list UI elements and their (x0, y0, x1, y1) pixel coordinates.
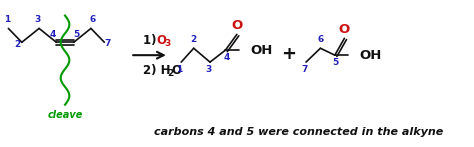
Text: 6: 6 (317, 35, 324, 44)
Text: 4: 4 (223, 53, 229, 62)
Text: O: O (172, 64, 182, 77)
Text: O: O (231, 19, 243, 32)
Text: OH: OH (360, 49, 382, 62)
Text: carbons 4 and 5 were connected in the alkyne: carbons 4 and 5 were connected in the al… (154, 127, 443, 137)
Text: 2: 2 (191, 35, 197, 44)
Text: 5: 5 (333, 58, 339, 67)
Text: cleave: cleave (47, 110, 82, 120)
Text: OH: OH (250, 44, 273, 57)
Text: O: O (156, 34, 166, 47)
Text: 2) H: 2) H (143, 64, 170, 77)
Text: 5: 5 (73, 30, 80, 39)
Text: +: + (281, 45, 296, 63)
Text: 2: 2 (167, 69, 173, 77)
Text: 3: 3 (205, 65, 211, 74)
Text: 4: 4 (49, 30, 56, 39)
Text: 1: 1 (176, 65, 182, 74)
Text: 1): 1) (143, 34, 160, 47)
Text: 3: 3 (34, 15, 40, 24)
Text: 2: 2 (14, 40, 20, 49)
Text: 3: 3 (164, 39, 170, 48)
Text: O: O (339, 23, 350, 36)
Text: 6: 6 (90, 15, 96, 24)
Text: 7: 7 (104, 39, 110, 48)
Text: 7: 7 (301, 65, 307, 74)
Text: 1: 1 (4, 15, 10, 24)
